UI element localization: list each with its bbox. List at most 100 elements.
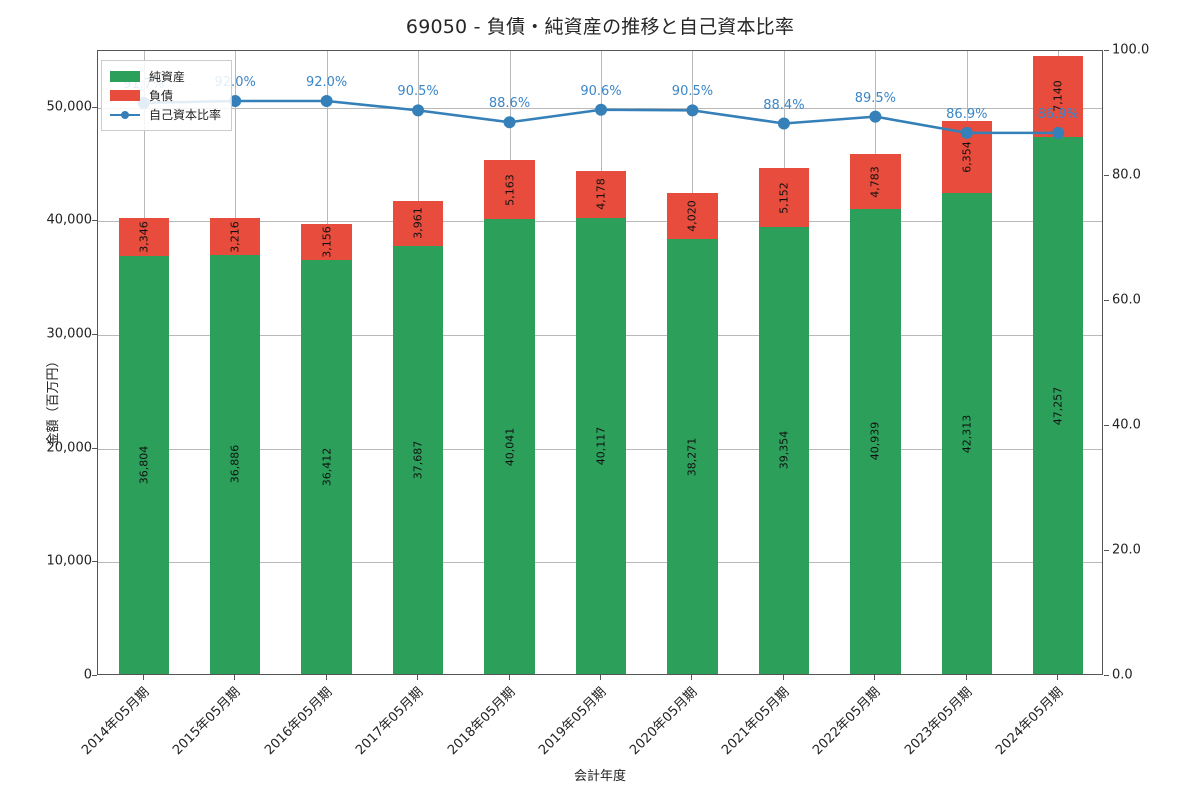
y-tick-mark-left (92, 675, 97, 676)
y-tick-mark-right (1104, 425, 1109, 426)
stacked-bar[interactable]: 37,687 3,961 (392, 200, 444, 674)
y-tick-label-right: 80.0 (1112, 167, 1141, 183)
x-tick-mark (691, 675, 693, 680)
bar-segment-liabilities[interactable]: 7,140 (1033, 55, 1084, 137)
x-tick-label: 2021年05月期 (719, 684, 793, 759)
stacked-bar[interactable]: 42,313 6,354 (941, 120, 992, 674)
ratio-data-point[interactable] (595, 103, 607, 116)
bar-value-label-liabilities: 6,354 (960, 141, 974, 173)
bar-value-label-liabilities: 3,156 (320, 226, 334, 259)
x-tick-mark (234, 675, 236, 680)
bar-value-label-liabilities: 4,783 (868, 165, 882, 198)
stacked-bar[interactable]: 38,271 4,020 (667, 193, 718, 674)
bar-segment-net-assets[interactable]: 36,886 (210, 254, 261, 674)
bar-segment-net-assets[interactable]: 36,412 (301, 260, 352, 674)
ratio-data-point[interactable] (869, 110, 882, 123)
x-tick-label: 2024年05月期 (993, 684, 1067, 759)
bar-segment-liabilities[interactable]: 3,346 (118, 217, 169, 256)
stacked-bar[interactable]: 40,939 4,783 (850, 154, 901, 674)
ratio-data-point[interactable] (686, 104, 699, 117)
ratio-data-point[interactable] (960, 126, 973, 139)
stacked-bar[interactable]: 47,257 7,140 (1033, 55, 1084, 674)
x-tick-label: 2017年05月期 (353, 684, 427, 759)
bar-value-label-net-assets: 39,354 (777, 431, 791, 470)
y-tick-mark-left (92, 447, 97, 449)
ratio-data-point[interactable] (503, 116, 516, 129)
ratio-value-label: 92.0% (305, 75, 348, 90)
bar-segment-liabilities[interactable]: 3,216 (210, 218, 261, 255)
x-tick-mark (142, 675, 144, 680)
x-tick-label: 2022年05月期 (810, 684, 884, 759)
stacked-bar[interactable]: 36,886 3,216 (210, 218, 261, 674)
plot-area: 36,804 3,346 36,886 3,216 36,412 3,156 37,687 3… (97, 50, 1103, 675)
bar-segment-net-assets[interactable]: 40,041 (484, 219, 535, 674)
legend-item-net-assets: 純資産 (110, 67, 221, 86)
stacked-bar[interactable]: 36,412 3,156 (301, 224, 352, 674)
bar-segment-net-assets[interactable]: 42,313 (941, 193, 992, 674)
legend-label-net-assets: 純資産 (149, 70, 186, 84)
ratio-data-point[interactable] (320, 95, 333, 107)
bar-segment-net-assets[interactable]: 40,117 (575, 218, 627, 674)
bar-segment-net-assets[interactable]: 47,257 (1033, 137, 1084, 674)
y-tick-mark-left (92, 220, 97, 222)
bar-value-label-liabilities: 5,163 (503, 173, 517, 206)
ratio-data-point[interactable] (777, 117, 790, 130)
ratio-value-label: 90.6% (580, 83, 622, 99)
ratio-value-label: 86.9% (1037, 106, 1079, 122)
y-tick-mark-left (92, 106, 97, 108)
bar-value-label-net-assets: 38,271 (685, 437, 699, 476)
ratio-value-label: 86.9% (946, 106, 988, 122)
ratio-data-point[interactable] (229, 95, 242, 107)
y-tick-mark-right (1104, 675, 1109, 676)
bar-value-label-liabilities: 3,216 (228, 220, 242, 253)
x-tick-label: 2023年05月期 (901, 684, 976, 759)
x-tick-label: 2014年05月期 (78, 684, 153, 759)
legend-item-equity-ratio: 自己資本比率 (110, 105, 221, 124)
x-tick-mark (874, 675, 876, 680)
bar-value-label-liabilities: 4,020 (685, 200, 699, 233)
bar-segment-liabilities[interactable]: 5,163 (484, 160, 535, 219)
y-tick-mark-right (1104, 550, 1109, 551)
stacked-bar[interactable]: 40,117 4,178 (575, 170, 627, 674)
ratio-value-label: 90.5% (397, 84, 439, 100)
x-axis-label: 会計年度 (573, 769, 626, 784)
stacked-bar[interactable]: 39,354 5,152 (758, 168, 810, 674)
legend-label-liabilities: 負債 (149, 89, 174, 103)
stacked-bar[interactable]: 36,804 3,346 (118, 217, 169, 674)
ratio-value-label: 90.5% (671, 84, 714, 100)
y-tick-label-left: 0 (83, 667, 92, 683)
x-tick-mark (508, 675, 510, 680)
bar-segment-liabilities[interactable]: 4,020 (667, 193, 718, 240)
bar-segment-net-assets[interactable]: 38,271 (667, 239, 718, 674)
y-tick-label-left: 50,000 (46, 99, 93, 115)
ratio-value-label: 88.6% (488, 96, 531, 112)
bar-value-label-net-assets: 40,041 (503, 427, 517, 466)
bar-value-label-net-assets: 40,939 (868, 422, 882, 461)
bar-segment-liabilities[interactable]: 4,178 (575, 170, 627, 219)
bar-segment-liabilities[interactable]: 5,152 (758, 168, 810, 227)
y-tick-label-right: 60.0 (1112, 292, 1141, 308)
bar-segment-net-assets[interactable]: 40,939 (850, 208, 901, 674)
bar-segment-liabilities[interactable]: 4,783 (850, 154, 901, 209)
ratio-data-point[interactable] (412, 104, 425, 117)
x-tick-mark (600, 675, 601, 680)
bar-value-label-liabilities: 3,961 (411, 207, 425, 240)
bar-value-label-net-assets: 36,804 (137, 445, 151, 485)
bar-segment-liabilities[interactable]: 3,961 (392, 200, 444, 246)
legend-label-equity-ratio: 自己資本比率 (149, 108, 222, 122)
bar-segment-net-assets[interactable]: 36,804 (118, 255, 169, 674)
y-tick-mark-right (1104, 175, 1109, 176)
x-tick-label: 2020年05月期 (627, 684, 701, 759)
chart-title: 69050 - 負債・純資産の推移と自己資本比率 (405, 16, 795, 38)
y-tick-label-left: 20,000 (46, 440, 93, 456)
bar-segment-net-assets[interactable]: 39,354 (758, 226, 810, 674)
y-tick-mark-left (92, 561, 97, 563)
ratio-data-point[interactable] (1052, 126, 1065, 139)
y-tick-mark-right (1104, 300, 1109, 301)
bar-segment-liabilities[interactable]: 3,156 (301, 224, 352, 261)
x-tick-label: 2015年05月期 (170, 684, 244, 759)
bar-value-label-net-assets: 36,412 (320, 447, 334, 487)
stacked-bar[interactable]: 40,041 5,163 (484, 160, 535, 674)
bar-segment-net-assets[interactable]: 37,687 (392, 245, 444, 674)
